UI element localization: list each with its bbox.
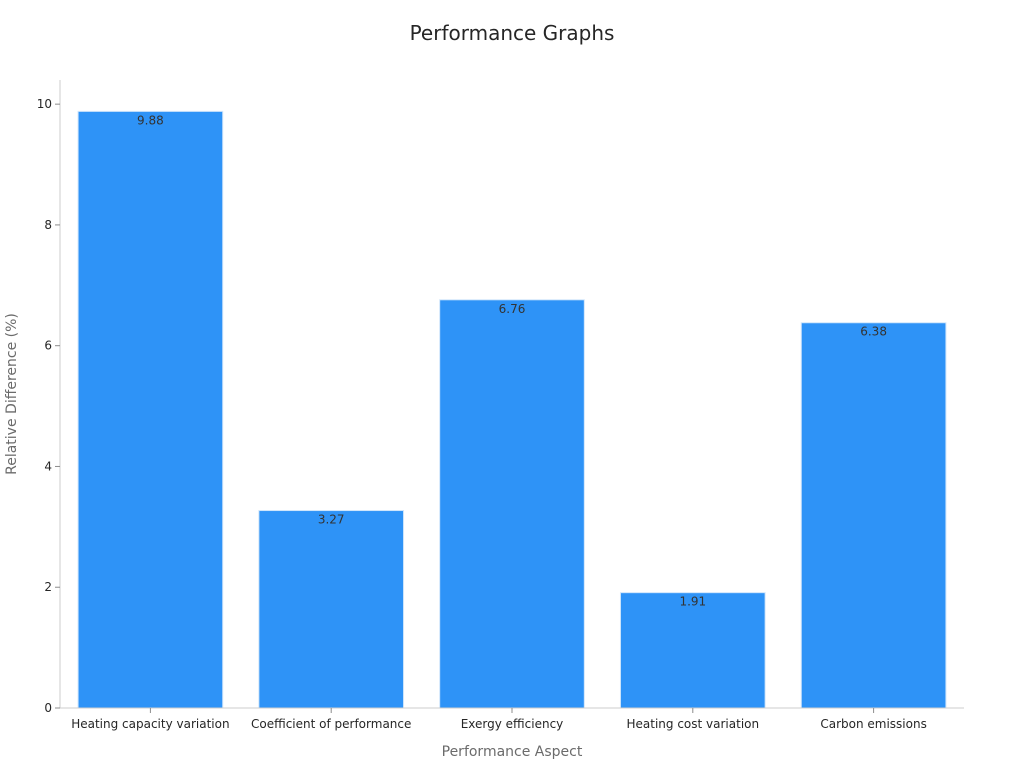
data-label-3: 6.76 xyxy=(499,302,526,316)
x-axis-title: Performance Aspect xyxy=(442,744,583,760)
y-tick-label-0: 0 xyxy=(44,701,52,715)
data-labels-layer: 9.88 3.27 6.76 1.91 6.38 xyxy=(137,113,887,608)
data-label-4: 1.91 xyxy=(679,595,706,609)
data-label-5: 6.38 xyxy=(860,325,887,339)
x-axis-ticks: Heating capacity variation Coefficient of… xyxy=(71,708,927,731)
x-tick-label-4: Heating cost variation xyxy=(626,717,759,731)
y-tick-label-4: 8 xyxy=(44,218,52,232)
bar-4 xyxy=(619,592,766,709)
bar-2 xyxy=(258,510,405,709)
data-label-2: 3.27 xyxy=(318,513,345,527)
chart-title: Performance Graphs xyxy=(410,21,615,45)
bars-layer xyxy=(77,110,947,709)
data-label-1: 9.88 xyxy=(137,113,164,127)
y-tick-label-3: 6 xyxy=(44,339,52,353)
y-tick-label-1: 2 xyxy=(44,580,52,594)
bar-5 xyxy=(800,322,947,709)
x-tick-label-1: Heating capacity variation xyxy=(71,717,229,731)
bar-3 xyxy=(439,299,585,709)
x-tick-label-2: Coefficient of performance xyxy=(251,717,411,731)
y-axis-title: Relative Difference (%) xyxy=(4,313,20,475)
y-tick-label-5: 10 xyxy=(37,97,52,111)
bar-1 xyxy=(77,110,224,709)
y-axis-ticks: 0 2 4 6 8 10 xyxy=(37,97,60,715)
y-tick-label-2: 4 xyxy=(44,459,52,473)
x-tick-label-3: Exergy efficiency xyxy=(461,717,564,731)
x-tick-label-5: Carbon emissions xyxy=(820,717,927,731)
